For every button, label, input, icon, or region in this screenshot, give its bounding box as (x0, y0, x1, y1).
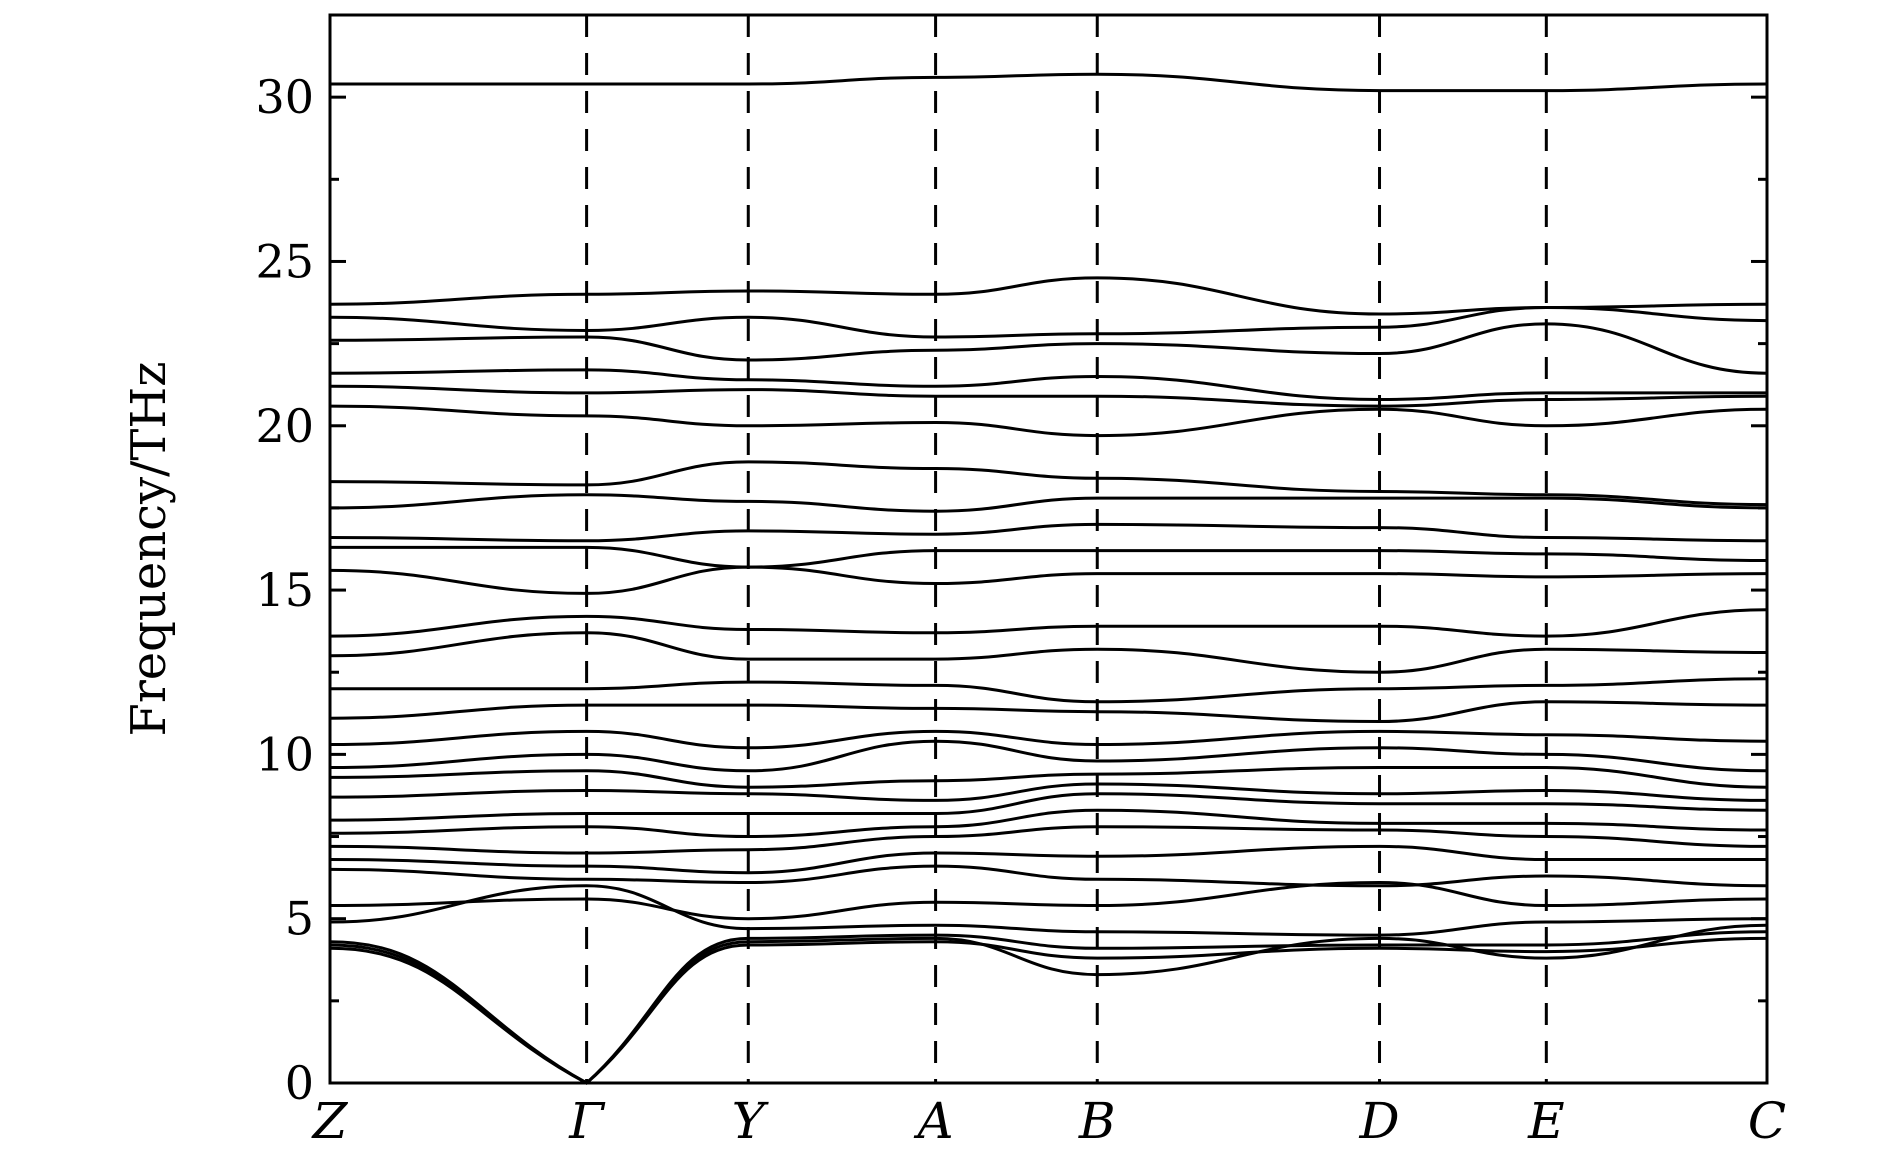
band-line-22 (329, 825, 1768, 855)
y-tick-label: 25 (255, 234, 314, 288)
band-line-4 (329, 368, 1767, 402)
band-line-25 (329, 880, 1768, 921)
y-tick-label: 5 (285, 892, 314, 946)
band-line-18 (329, 765, 1768, 789)
phonon-bands (329, 72, 1768, 1085)
band-line-3 (329, 322, 1768, 375)
band-line-0 (330, 72, 1768, 93)
y-tick-label: 0 (285, 1056, 314, 1110)
band-line-21 (329, 808, 1768, 839)
y-tick-label: 30 (255, 70, 314, 124)
band-line-8 (329, 493, 1768, 513)
band-line-11 (329, 565, 1768, 595)
x-kpoint-label-5: D (1358, 1092, 1399, 1150)
band-line-13 (329, 631, 1768, 674)
band-line-24 (329, 864, 1768, 888)
x-kpoint-label-6: E (1527, 1092, 1565, 1150)
y-tick-label: 15 (255, 563, 314, 617)
y-tick-label: 20 (255, 399, 314, 453)
band-line-15 (329, 700, 1768, 724)
plot-frame (328, 13, 1769, 1085)
x-kpoint-label-2: Y (732, 1092, 769, 1150)
band-line-14 (329, 677, 1768, 704)
band-line-2 (329, 305, 1768, 339)
band-line-17 (329, 739, 1768, 773)
band-line-9 (329, 522, 1768, 543)
x-kpoint-label-1: Γ (568, 1092, 606, 1150)
band-line-20 (329, 792, 1768, 822)
x-kpoint-label-0: Z (311, 1092, 349, 1150)
x-kpoint-label-3: A (914, 1092, 954, 1150)
y-tick-label: 10 (255, 727, 314, 781)
band-line-23 (329, 844, 1767, 875)
y-axis-title: Frequency/THz (121, 362, 177, 737)
band-line-26 (329, 884, 1768, 937)
high-symmetry-dashed-lines (585, 15, 1548, 1083)
band-line-12 (329, 608, 1768, 638)
band-line-5 (329, 384, 1768, 408)
x-kpoint-label-4: B (1078, 1092, 1116, 1150)
band-line-7 (329, 460, 1768, 507)
x-kpoint-label-7: C (1748, 1092, 1786, 1150)
band-line-28 (329, 936, 1768, 1085)
band-line-16 (329, 729, 1768, 750)
band-line-6 (329, 404, 1768, 438)
band-line-10 (330, 545, 1768, 569)
band-line-19 (329, 782, 1768, 802)
y-axis-ticks: 0 5 10 15 20 25 30 (255, 70, 1767, 1110)
